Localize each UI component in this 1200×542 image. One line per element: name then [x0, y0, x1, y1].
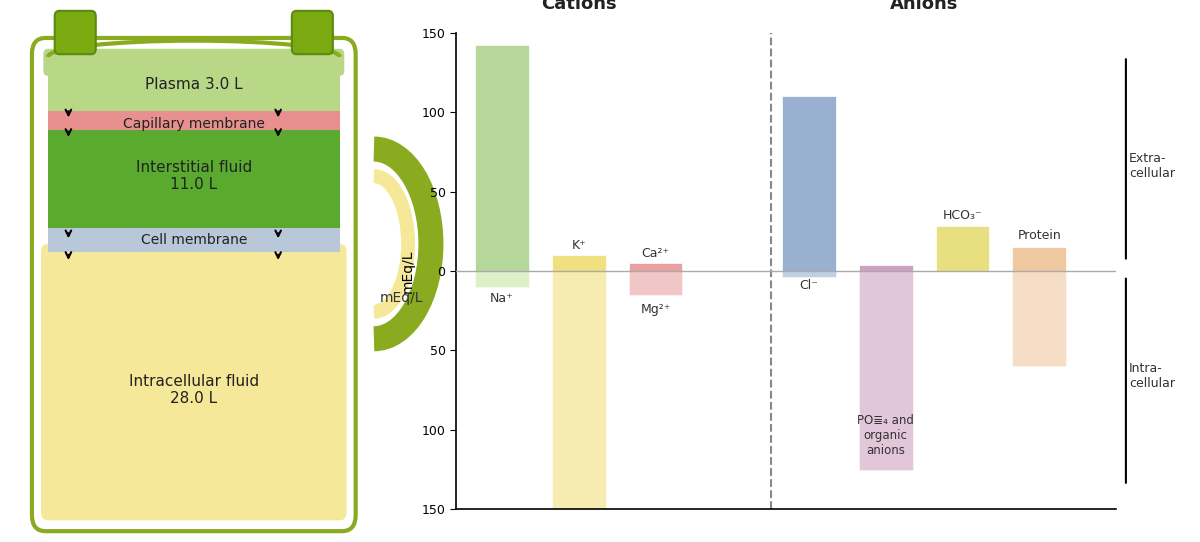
Text: Ca²⁺: Ca²⁺: [642, 247, 670, 260]
Text: Capillary membrane: Capillary membrane: [122, 117, 265, 131]
Bar: [936, 227, 989, 271]
Text: Plasma 3.0 L: Plasma 3.0 L: [145, 76, 242, 92]
FancyBboxPatch shape: [43, 49, 344, 76]
Text: K⁺: K⁺: [571, 239, 586, 252]
Bar: [1013, 247, 1066, 271]
Bar: [859, 271, 913, 470]
Bar: [629, 271, 683, 295]
Bar: [48, 228, 340, 252]
Text: Intracellular fluid
28.0 L: Intracellular fluid 28.0 L: [128, 374, 259, 406]
Bar: [782, 96, 836, 271]
Text: Interstitial fluid
11.0 L: Interstitial fluid 11.0 L: [136, 160, 252, 192]
Bar: [859, 264, 913, 271]
Text: Cations: Cations: [541, 0, 617, 14]
Text: PO≣₄ and
organic
anions: PO≣₄ and organic anions: [857, 414, 914, 457]
Text: HCO₃⁻: HCO₃⁻: [943, 209, 983, 222]
Bar: [782, 271, 836, 278]
Bar: [48, 57, 340, 111]
Text: Extra-
cellular: Extra- cellular: [1129, 152, 1175, 180]
Text: Intra-
cellular: Intra- cellular: [1129, 362, 1175, 390]
Text: Cell membrane: Cell membrane: [140, 233, 247, 247]
FancyBboxPatch shape: [292, 11, 332, 54]
Text: Na⁺: Na⁺: [490, 292, 514, 305]
Text: Anions: Anions: [890, 0, 959, 14]
Text: mEq/L: mEq/L: [379, 291, 424, 305]
Text: Cl⁻: Cl⁻: [799, 279, 818, 292]
Text: Mg²⁺: Mg²⁺: [641, 303, 671, 316]
Bar: [552, 255, 606, 271]
Bar: [552, 271, 606, 509]
Y-axis label: mEq/L: mEq/L: [401, 249, 415, 293]
Bar: [48, 130, 340, 228]
FancyBboxPatch shape: [41, 244, 347, 520]
FancyBboxPatch shape: [55, 11, 96, 54]
Bar: [629, 263, 683, 271]
Text: Protein: Protein: [1018, 229, 1061, 242]
Bar: [475, 271, 529, 287]
Bar: [1013, 271, 1066, 366]
Bar: [48, 111, 340, 130]
Bar: [475, 45, 529, 271]
